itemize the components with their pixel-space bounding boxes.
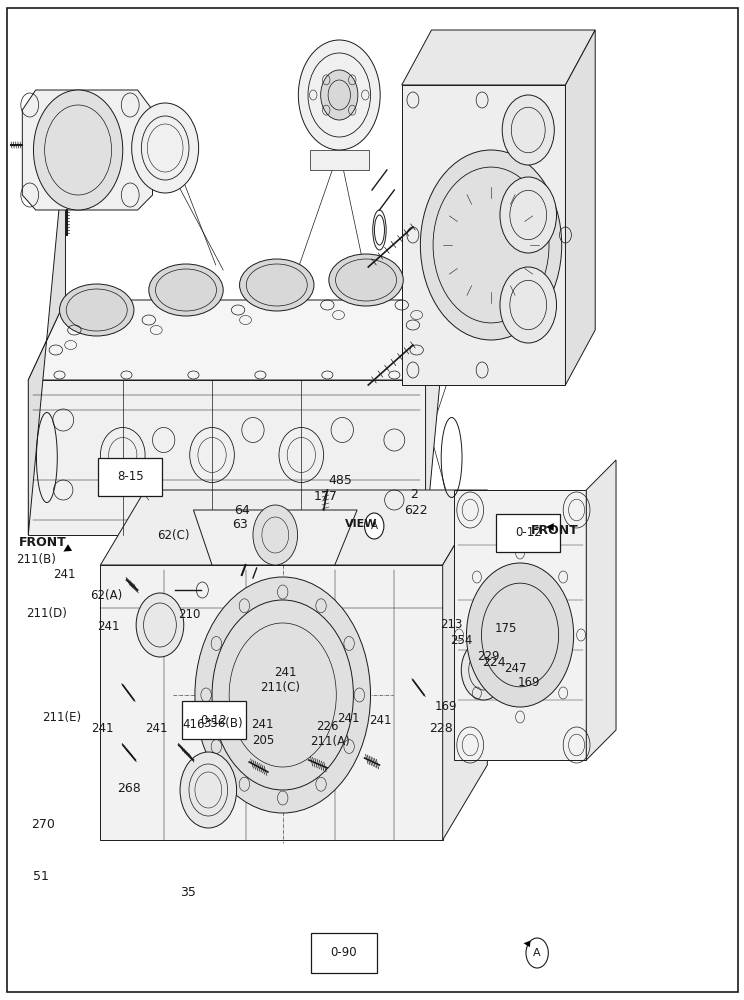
- Text: 241: 241: [91, 722, 113, 734]
- Polygon shape: [28, 380, 426, 535]
- Circle shape: [500, 267, 557, 343]
- Polygon shape: [28, 140, 65, 535]
- Polygon shape: [22, 90, 153, 210]
- Polygon shape: [100, 565, 443, 840]
- Polygon shape: [443, 490, 487, 840]
- Text: 211(A): 211(A): [310, 736, 350, 748]
- Circle shape: [180, 752, 237, 828]
- Polygon shape: [586, 460, 616, 760]
- Text: 62(A): 62(A): [90, 589, 123, 602]
- Text: 241: 241: [369, 714, 391, 726]
- Text: 0-12: 0-12: [200, 714, 227, 726]
- Polygon shape: [402, 85, 565, 385]
- Circle shape: [461, 640, 506, 700]
- Text: 211(C): 211(C): [260, 682, 300, 694]
- Ellipse shape: [329, 254, 403, 306]
- Text: 622: 622: [404, 504, 428, 516]
- Circle shape: [321, 70, 358, 120]
- Text: 0-90: 0-90: [330, 946, 357, 959]
- Polygon shape: [426, 140, 463, 535]
- Text: 2: 2: [410, 488, 417, 500]
- FancyBboxPatch shape: [98, 458, 162, 496]
- Text: 211(E): 211(E): [42, 712, 81, 724]
- Text: 0-12: 0-12: [515, 526, 542, 540]
- Ellipse shape: [149, 264, 223, 316]
- Text: 8-15: 8-15: [117, 471, 144, 484]
- Text: 177: 177: [313, 490, 337, 504]
- Text: 224: 224: [482, 657, 506, 670]
- Ellipse shape: [240, 259, 314, 311]
- Text: 241: 241: [97, 620, 119, 634]
- Circle shape: [502, 95, 554, 165]
- Text: 247: 247: [504, 662, 527, 675]
- Text: 63: 63: [232, 518, 248, 530]
- Text: 211(B): 211(B): [16, 552, 56, 566]
- Text: FRONT: FRONT: [19, 536, 66, 550]
- Polygon shape: [193, 510, 357, 565]
- Circle shape: [136, 593, 184, 657]
- FancyBboxPatch shape: [182, 701, 246, 739]
- Text: 228: 228: [429, 722, 453, 734]
- Circle shape: [365, 513, 384, 539]
- Circle shape: [466, 563, 574, 707]
- Text: 254: 254: [450, 635, 472, 648]
- Circle shape: [500, 177, 557, 253]
- Text: 205: 205: [252, 734, 275, 746]
- Text: 241: 241: [251, 718, 273, 730]
- FancyBboxPatch shape: [496, 514, 560, 552]
- Circle shape: [33, 90, 123, 210]
- Text: 35: 35: [180, 887, 196, 900]
- Text: 241: 241: [274, 666, 296, 679]
- Text: 175: 175: [495, 621, 517, 635]
- Polygon shape: [402, 30, 595, 85]
- Circle shape: [253, 505, 298, 565]
- Text: 356(B): 356(B): [203, 718, 243, 730]
- Circle shape: [132, 103, 199, 193]
- Text: 270: 270: [31, 817, 55, 830]
- Text: 416: 416: [182, 718, 205, 730]
- Text: FRONT: FRONT: [530, 524, 578, 536]
- Text: 241: 241: [145, 722, 167, 734]
- Circle shape: [420, 150, 562, 340]
- Text: 213: 213: [440, 617, 463, 631]
- Text: 226: 226: [316, 720, 339, 732]
- Bar: [310, 150, 369, 170]
- Text: A: A: [371, 521, 378, 531]
- Polygon shape: [565, 30, 595, 385]
- Polygon shape: [28, 300, 463, 380]
- Ellipse shape: [60, 284, 134, 336]
- Circle shape: [298, 40, 380, 150]
- Text: 211(D): 211(D): [26, 607, 66, 620]
- Text: 62(C): 62(C): [157, 530, 190, 542]
- Text: 485: 485: [328, 474, 352, 487]
- FancyBboxPatch shape: [311, 933, 377, 973]
- Text: 169: 169: [518, 676, 540, 689]
- Circle shape: [526, 938, 548, 968]
- Text: 241: 241: [54, 567, 76, 580]
- Circle shape: [195, 577, 371, 813]
- Text: 51: 51: [33, 869, 49, 882]
- Text: 64: 64: [234, 504, 250, 516]
- Text: 229: 229: [478, 650, 500, 662]
- Text: A: A: [533, 948, 541, 958]
- Text: 268: 268: [117, 782, 141, 794]
- Text: 210: 210: [178, 607, 200, 620]
- Polygon shape: [100, 490, 487, 565]
- Text: 169: 169: [435, 700, 458, 712]
- Text: 241: 241: [337, 712, 359, 724]
- Text: VIEW: VIEW: [345, 519, 378, 529]
- Bar: [454, 490, 586, 760]
